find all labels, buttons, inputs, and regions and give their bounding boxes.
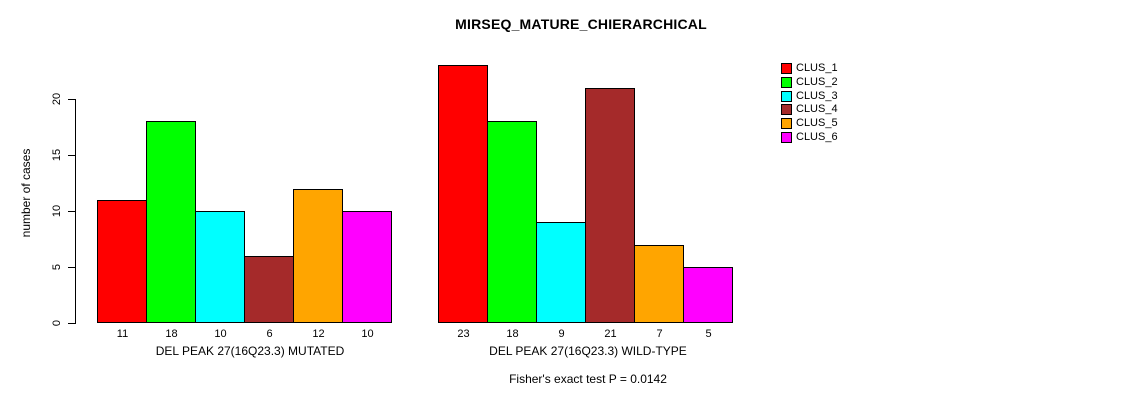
legend-swatch-clus_6 bbox=[781, 131, 792, 143]
legend-swatch-clus_5 bbox=[781, 118, 792, 130]
legend: CLUS_1 CLUS_2 CLUS_3 CLUS_4 CLUS_5 CLUS_6 bbox=[781, 62, 838, 144]
bar-value-label: 12 bbox=[312, 328, 325, 340]
y-tick-label-0: 0 bbox=[51, 319, 63, 327]
bar-value-label: 5 bbox=[705, 328, 712, 340]
bar-value-label: 7 bbox=[656, 328, 663, 340]
bar-value-label: 6 bbox=[266, 328, 273, 340]
bar-clus_3-group2 bbox=[536, 222, 586, 323]
legend-swatch-clus_2 bbox=[781, 77, 792, 89]
bar-clus_4-group1 bbox=[244, 256, 294, 323]
legend-label: CLUS_2 bbox=[796, 76, 838, 89]
legend-label: CLUS_4 bbox=[796, 103, 838, 116]
bar-clus_5-group1 bbox=[293, 189, 343, 323]
bar-clus_6-group1 bbox=[342, 211, 392, 323]
chart-title: MIRSEQ_MATURE_CHIERARCHICAL bbox=[455, 16, 707, 32]
legend-item-clus_3: CLUS_3 bbox=[781, 89, 838, 103]
group-label-mutated: DEL PEAK 27(16Q23.3) MUTATED bbox=[155, 344, 345, 358]
group-label-wild-type: DEL PEAK 27(16Q23.3) WILD-TYPE bbox=[489, 344, 687, 358]
bar-clus_4-group2 bbox=[585, 88, 635, 323]
legend-label: CLUS_5 bbox=[796, 117, 838, 130]
bar-clus_5-group2 bbox=[634, 245, 684, 323]
y-axis-label: number of cases bbox=[19, 148, 33, 238]
y-tick-label-20: 20 bbox=[51, 92, 63, 106]
y-tick-label-15: 15 bbox=[51, 148, 63, 162]
bar-clus_1-group2 bbox=[438, 65, 488, 323]
y-tick-label-10: 10 bbox=[51, 204, 63, 218]
y-tick-label-5: 5 bbox=[51, 263, 63, 271]
bar-clus_6-group2 bbox=[683, 267, 733, 323]
bar-value-label: 10 bbox=[361, 328, 374, 340]
bar-clus_3-group1 bbox=[195, 211, 245, 323]
bar-value-label: 11 bbox=[116, 328, 129, 340]
legend-swatch-clus_3 bbox=[781, 90, 792, 102]
y-tick-15 bbox=[68, 155, 76, 156]
bar-value-label: 9 bbox=[558, 328, 565, 340]
legend-label: CLUS_3 bbox=[796, 89, 838, 102]
legend-swatch-clus_1 bbox=[781, 63, 792, 75]
y-tick-5 bbox=[68, 267, 76, 268]
legend-item-clus_5: CLUS_5 bbox=[781, 117, 838, 131]
y-tick-0 bbox=[68, 323, 76, 324]
bar-clus_2-group2 bbox=[487, 121, 537, 323]
bar-value-label: 23 bbox=[457, 328, 470, 340]
bar-value-label: 10 bbox=[214, 328, 227, 340]
legend-item-clus_2: CLUS_2 bbox=[781, 76, 838, 90]
legend-item-clus_6: CLUS_6 bbox=[781, 130, 838, 144]
bar-value-label: 21 bbox=[604, 328, 617, 340]
fisher-test-note: Fisher's exact test P = 0.0142 bbox=[509, 372, 667, 386]
bar-value-label: 18 bbox=[165, 328, 178, 340]
legend-item-clus_1: CLUS_1 bbox=[781, 62, 838, 76]
bar-value-label: 18 bbox=[506, 328, 519, 340]
y-tick-10 bbox=[68, 211, 76, 212]
legend-item-clus_4: CLUS_4 bbox=[781, 103, 838, 117]
y-tick-20 bbox=[68, 99, 76, 100]
legend-swatch-clus_4 bbox=[781, 104, 792, 116]
legend-label: CLUS_6 bbox=[796, 130, 838, 143]
bar-clus_2-group1 bbox=[146, 121, 196, 323]
legend-label: CLUS_1 bbox=[796, 62, 838, 75]
bar-clus_1-group1 bbox=[97, 200, 147, 323]
